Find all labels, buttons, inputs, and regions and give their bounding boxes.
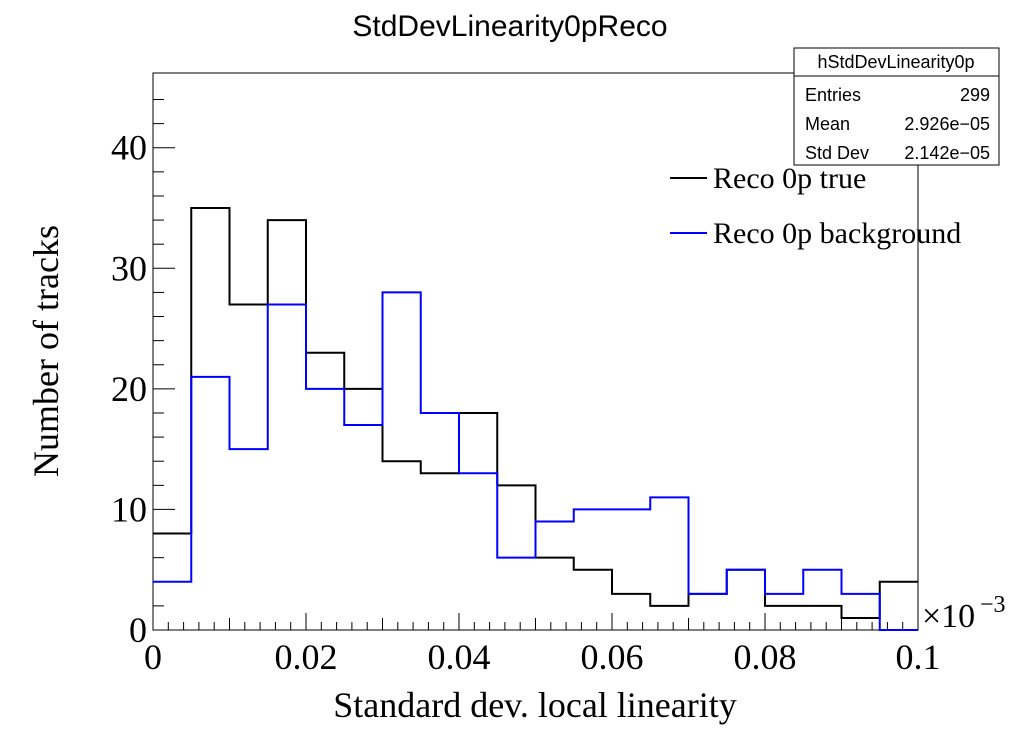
y-tick-label: 10: [111, 489, 147, 529]
series-line: [153, 291, 918, 631]
x-axis-label: Standard dev. local linearity: [333, 685, 737, 725]
y-axis-label: Number of tracks: [26, 225, 66, 477]
y-tick-label: 0: [129, 610, 147, 650]
x-tick-label: 0.04: [428, 637, 491, 677]
x-tick-label: 0.1: [896, 637, 941, 677]
legend: Reco 0p true Reco 0p background: [670, 162, 961, 250]
x-exponent-label: ×10 −3: [922, 592, 1006, 635]
stats-box-name: hStdDevLinearity0p: [817, 52, 974, 72]
y-tick-label: 40: [111, 128, 147, 168]
stats-row-value: 299: [960, 85, 990, 105]
x-tick-label: 0: [144, 637, 162, 677]
stats-row-label: Entries: [805, 85, 861, 105]
x-exponent-power: −3: [980, 592, 1006, 618]
y-tick-label: 30: [111, 248, 147, 288]
stats-row-value: 2.926e−05: [904, 114, 990, 134]
x-tick-label: 0.02: [275, 637, 338, 677]
stats-rows: Entries 299 Mean 2.926e−05 Std Dev 2.142e−05: [805, 85, 990, 163]
chart-title: StdDevLinearity0pReco: [352, 10, 667, 43]
y-axis: 0 10 20 30 40: [111, 99, 175, 650]
stats-row-label: Std Dev: [805, 143, 869, 163]
y-tick-label: 20: [111, 369, 147, 409]
stats-box: hStdDevLinearity0p Entries 299 Mean 2.926e−…: [793, 47, 1000, 166]
legend-label: Reco 0p background: [713, 217, 961, 250]
stats-row-label: Mean: [805, 114, 850, 134]
x-tick-label: 0.06: [581, 637, 644, 677]
series-layer: [153, 207, 918, 631]
stats-box-frame: [793, 47, 1000, 166]
x-tick-label: 0.08: [734, 637, 797, 677]
x-axis: 0 0.02 0.04 0.06 0.08 0.1: [144, 613, 941, 677]
x-exponent-base: ×10: [922, 598, 975, 635]
legend-label: Reco 0p true: [713, 162, 866, 195]
stats-row-value: 2.142e−05: [904, 143, 990, 163]
